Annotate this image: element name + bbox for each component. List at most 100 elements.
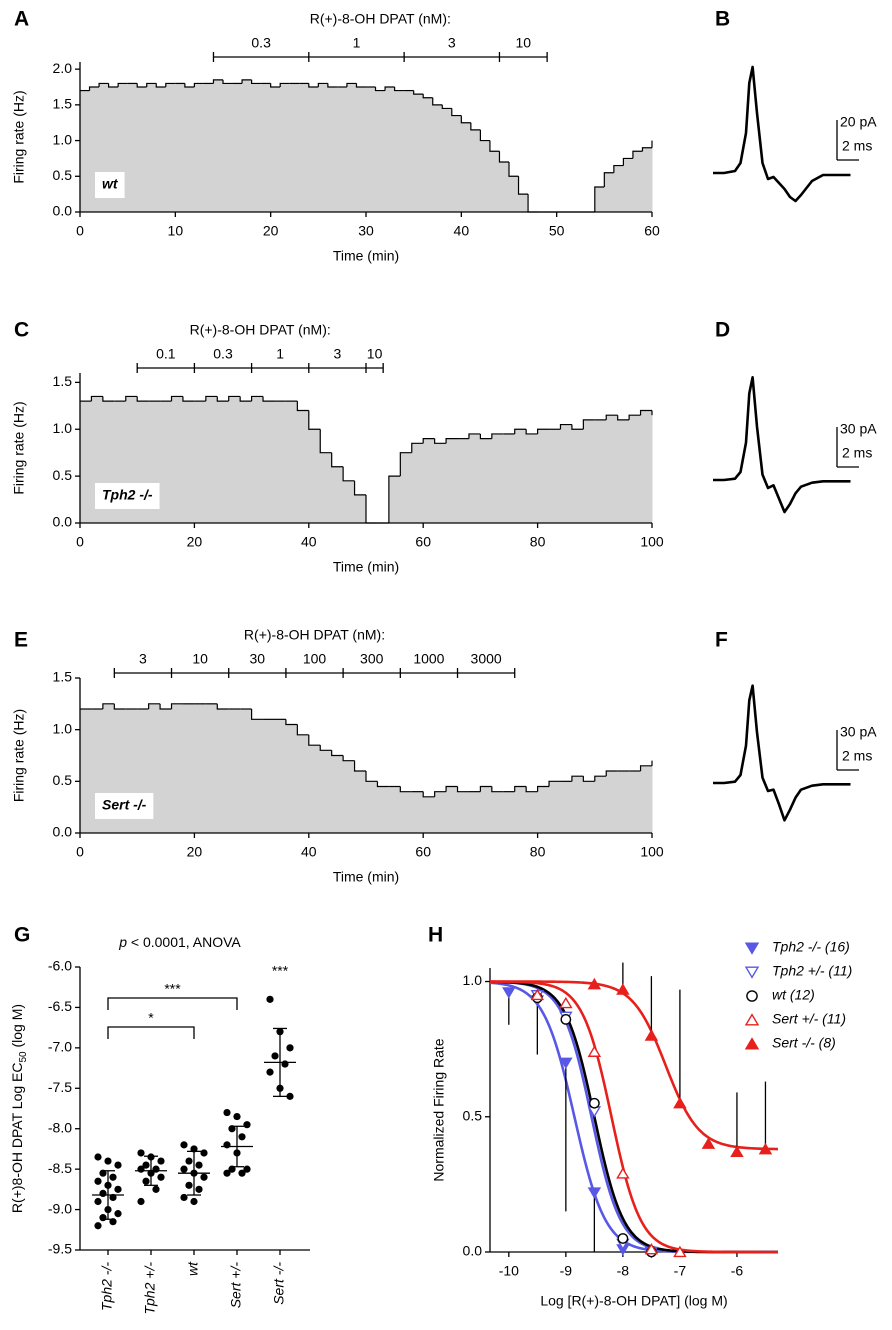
area-step (375, 90, 386, 212)
area-step (388, 476, 401, 523)
x-tick-label: Sert -/- (271, 1262, 287, 1305)
y-tick-label: -6.5 (48, 998, 72, 1014)
y-tick-label: -7.5 (48, 1079, 72, 1095)
marker (758, 1142, 773, 1155)
x-tick-label: -10 (499, 1263, 519, 1279)
x-tick-label: -6 (731, 1263, 744, 1279)
concentration-label: 0.1 (156, 346, 176, 362)
area-step (434, 791, 447, 833)
step-line (308, 734, 321, 746)
data-point (180, 1141, 188, 1149)
data-point (286, 1092, 294, 1100)
area-step (388, 786, 401, 833)
step-line (559, 423, 572, 430)
marker (588, 1097, 600, 1109)
data-point (266, 1068, 274, 1076)
step-line (527, 194, 538, 213)
y-tick-label: 1.5 (53, 96, 73, 112)
data-point (180, 1165, 188, 1173)
data-point (157, 1173, 165, 1181)
marker (587, 1045, 602, 1057)
y-tick-label: 0.5 (53, 467, 73, 483)
step-line (422, 94, 433, 99)
marker (616, 983, 630, 995)
step-line (296, 401, 309, 412)
marker (673, 1245, 687, 1258)
marker (673, 1096, 687, 1109)
y-tick-label: -9.5 (48, 1241, 72, 1257)
area-step (613, 165, 624, 212)
y-tick-label: -8.5 (48, 1160, 72, 1176)
step-line (394, 87, 405, 92)
marker (746, 990, 758, 1002)
area-step (270, 87, 281, 212)
area-step (404, 90, 415, 212)
x-axis-label: Time (min) (333, 248, 399, 264)
step-line (411, 442, 424, 453)
legend-label: Sert +/- (11) (772, 1011, 846, 1027)
area-step (102, 401, 115, 523)
area-step (468, 791, 481, 833)
data-point (94, 1222, 102, 1230)
area-step (489, 151, 500, 212)
data-point (185, 1157, 193, 1165)
area-step (217, 401, 230, 523)
area-step (503, 433, 516, 523)
area-step (99, 83, 109, 212)
data-point (195, 1161, 203, 1169)
data-point (238, 1169, 246, 1177)
step-line (205, 395, 218, 402)
area-step (442, 108, 453, 212)
data-point (114, 1210, 122, 1218)
x-tick-label: 100 (640, 534, 664, 550)
data-point (195, 1185, 203, 1193)
area-step (423, 438, 436, 523)
area-step (461, 122, 472, 212)
y-tick-label: 1.0 (53, 420, 73, 436)
drug-title: R(+)-8-OH DPAT (nM): (310, 11, 451, 27)
area-step (205, 703, 218, 833)
area-step (423, 97, 434, 212)
area-step (423, 796, 436, 833)
panel-letter: F (715, 629, 728, 652)
step-line (262, 396, 275, 402)
scale-x-label: 2 ms (842, 445, 872, 461)
area-step (114, 709, 127, 833)
area-step (411, 443, 424, 523)
y-tick-label: 0.0 (463, 1243, 483, 1259)
area-step (327, 87, 338, 212)
area-step (457, 438, 470, 523)
area-step (91, 396, 104, 523)
marker (502, 987, 516, 999)
data-point (137, 1197, 145, 1206)
data-point (281, 1060, 289, 1068)
step-line (136, 83, 147, 88)
step-line (136, 396, 149, 402)
area-step (223, 83, 233, 212)
area-step (640, 765, 653, 833)
area-step (194, 83, 205, 212)
subtitle-part: p (118, 934, 127, 950)
area-step (232, 83, 243, 212)
significance-label: * (148, 1010, 154, 1026)
area-step (308, 429, 321, 523)
marker (530, 988, 545, 1001)
area-step (165, 83, 176, 212)
step-line (376, 781, 389, 788)
marker (730, 1145, 744, 1158)
step-line (451, 108, 462, 117)
x-tick-label: 0 (76, 534, 84, 550)
step-line (468, 433, 481, 439)
area-step (171, 703, 184, 833)
area-step (468, 433, 481, 523)
data-point (243, 1121, 251, 1129)
concentration-label: 100 (303, 651, 327, 667)
step-line (319, 429, 332, 454)
area-step (80, 401, 92, 523)
area-step (377, 786, 390, 833)
step-line (445, 438, 458, 444)
area-step (366, 87, 376, 212)
data-point (137, 1165, 145, 1173)
marker (644, 1242, 659, 1255)
x-axis-label: Time (min) (333, 559, 399, 575)
